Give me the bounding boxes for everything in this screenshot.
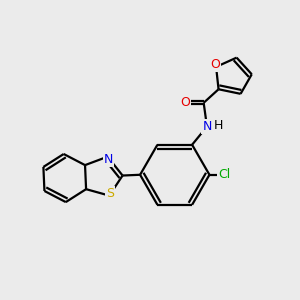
Text: O: O	[210, 58, 220, 71]
Text: N: N	[103, 153, 113, 166]
Text: N: N	[202, 120, 212, 133]
Text: Cl: Cl	[218, 168, 231, 181]
Text: O: O	[180, 96, 190, 109]
Text: S: S	[106, 188, 114, 200]
Text: H: H	[214, 119, 223, 132]
